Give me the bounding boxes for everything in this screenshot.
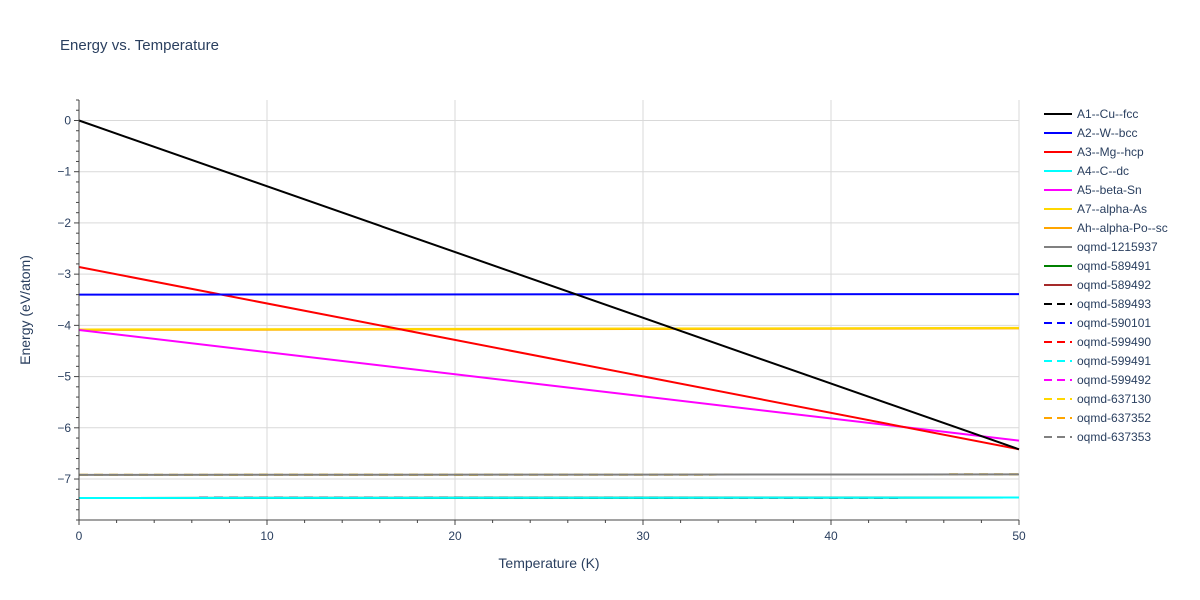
series-line-oqmd-1215937 [78, 473, 1020, 476]
y-tick-label: −5 [57, 370, 71, 384]
x-tick-label: 10 [260, 529, 274, 543]
y-tick-label: −2 [57, 216, 71, 230]
series-lines [78, 119, 1020, 499]
y-tick-label: −3 [57, 267, 71, 281]
legend-label[interactable]: A5--beta-Sn [1077, 183, 1142, 197]
y-tick-label: −1 [57, 165, 71, 179]
legend-label[interactable]: oqmd-599492 [1077, 373, 1151, 387]
legend-label[interactable]: oqmd-589493 [1077, 297, 1151, 311]
legend-label[interactable]: oqmd-637130 [1077, 392, 1151, 406]
y-tick-label: −4 [57, 318, 71, 332]
legend-label[interactable]: oqmd-1215937 [1077, 240, 1158, 254]
legend-label[interactable]: oqmd-599491 [1077, 354, 1151, 368]
y-tick-label: −7 [57, 472, 71, 486]
x-tick-label: 40 [824, 529, 838, 543]
legend-label[interactable]: A2--W--bcc [1077, 126, 1137, 140]
y-tick-label: −6 [57, 421, 71, 435]
legend-label[interactable]: A7--alpha-As [1077, 202, 1147, 216]
x-tick-label: 0 [76, 529, 83, 543]
legend-label[interactable]: oqmd-590101 [1077, 316, 1151, 330]
plot-area: 0 10 20 30 40 50 0 −1 −2 −3 −4 −5 −6 −7 [57, 99, 1026, 543]
legend-label[interactable]: A3--Mg--hcp [1077, 145, 1144, 159]
chart-title: Energy vs. Temperature [60, 37, 219, 54]
legend-label[interactable]: A4--C--dc [1077, 164, 1129, 178]
series-line-a5-beta-sn [78, 329, 1020, 442]
y-tick-label: 0 [64, 113, 71, 127]
grid-lines [79, 100, 1020, 520]
legend-label[interactable]: oqmd-589492 [1077, 278, 1151, 292]
series-line-a1-cu-fcc [78, 119, 1020, 451]
x-tick-label: 30 [636, 529, 650, 543]
legend-label[interactable]: oqmd-599490 [1077, 335, 1151, 349]
series-line-a3-mg-hcp [78, 266, 1020, 451]
y-axis-title: Energy (eV/atom) [17, 255, 33, 365]
x-tick-label: 50 [1012, 529, 1026, 543]
legend-label[interactable]: A1--Cu--fcc [1077, 107, 1138, 121]
x-axis-title: Temperature (K) [498, 555, 599, 571]
series-line-a7-alpha-as [78, 326, 1020, 331]
legend-label[interactable]: oqmd-637352 [1077, 411, 1151, 425]
series-line-a2-w-bcc [78, 293, 1020, 296]
series-line-a4-c-dc [78, 496, 1020, 499]
legend: A1--Cu--fcc A2--W--bcc A3--Mg--hcp A4--C--d… [1044, 107, 1168, 444]
axes: 0 10 20 30 40 50 0 −1 −2 −3 −4 −5 −6 −7 [57, 99, 1026, 543]
plot-background [79, 100, 1019, 520]
legend-label[interactable]: Ah--alpha-Po--sc [1077, 221, 1168, 235]
legend-label[interactable]: oqmd-637353 [1077, 430, 1151, 444]
x-tick-label: 20 [448, 529, 462, 543]
legend-label[interactable]: oqmd-589491 [1077, 259, 1151, 273]
